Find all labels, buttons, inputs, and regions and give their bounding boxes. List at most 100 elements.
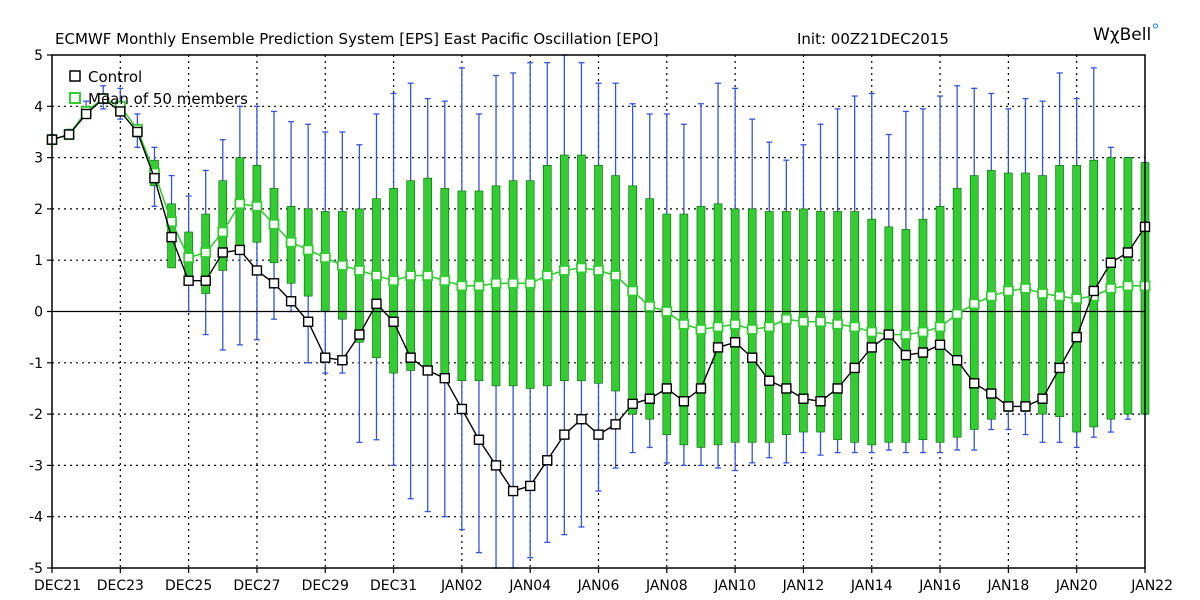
x-tick-label: JAN02 (440, 578, 483, 594)
mean-marker (661, 306, 673, 317)
mean-marker (302, 244, 314, 256)
mean-marker (1037, 288, 1048, 299)
legend-control-label: Control (88, 68, 142, 86)
x-tick-label: JAN06 (577, 578, 620, 594)
mean-marker (336, 259, 348, 271)
control-marker (80, 108, 92, 120)
mean-marker (234, 198, 246, 210)
control-marker (576, 414, 587, 425)
mean-marker (183, 252, 195, 264)
mean-marker (678, 318, 690, 330)
x-axis-ticks: DEC21 DEC23 DEC25 DEC27 DEC29 DEC31 JAN02 JAN04… (34, 568, 1173, 594)
mean-marker (456, 280, 468, 292)
control-marker (747, 352, 758, 363)
control-marker (115, 106, 126, 117)
x-tick-label: JAN04 (508, 578, 551, 594)
mean-marker (319, 252, 331, 264)
mean-marker (951, 308, 963, 320)
legend-control-marker (69, 70, 81, 82)
control-marker (507, 485, 519, 497)
ensemble-box (611, 175, 620, 392)
control-marker (1037, 393, 1048, 404)
control-marker (439, 372, 450, 384)
mean-marker (1071, 293, 1083, 305)
control-marker (815, 396, 826, 407)
mean-marker (268, 218, 280, 230)
control-marker (986, 388, 997, 399)
x-tick-label: DEC29 (302, 578, 349, 594)
mean-marker (405, 270, 417, 281)
mean-marker (217, 226, 229, 238)
control-marker (337, 355, 348, 366)
control-marker (593, 429, 604, 440)
mean-marker (354, 265, 365, 276)
mean-marker (1002, 285, 1014, 297)
control-marker (917, 347, 929, 358)
legend-mean-label: Mean of 50 members (88, 90, 248, 108)
control-marker (781, 383, 792, 394)
control-marker (524, 480, 536, 492)
y-tick-label: -3 (29, 458, 43, 474)
control-marker (559, 429, 570, 440)
plot-frame (51, 54, 1146, 569)
x-tick-label: JAN16 (918, 578, 961, 594)
x-tick-label: JAN08 (645, 578, 688, 594)
control-marker (883, 329, 895, 340)
x-tick-label: DEC25 (165, 578, 212, 594)
control-marker (490, 460, 502, 471)
mean-marker (849, 321, 861, 333)
control-marker (1054, 362, 1065, 374)
x-tick-label: DEC31 (370, 578, 417, 594)
control-marker (63, 129, 75, 140)
mean-marker (200, 247, 212, 258)
mean-marker (729, 318, 741, 330)
mean-marker (900, 329, 912, 340)
y-tick-label: -4 (29, 510, 43, 526)
control-marker (268, 278, 280, 289)
mean-marker (1020, 283, 1031, 294)
x-tick-label: DEC27 (233, 578, 280, 594)
x-tick-label: JAN18 (987, 578, 1030, 594)
mean-marker (490, 277, 502, 289)
legend-mean-marker (69, 92, 81, 104)
control-marker (354, 329, 365, 340)
x-tick-label: DEC21 (34, 578, 81, 594)
mean-marker (422, 270, 434, 281)
mean-marker (558, 265, 570, 276)
wxbell-logo: WχBell° (1093, 21, 1160, 45)
control-marker (900, 349, 912, 361)
control-marker (405, 352, 416, 363)
control-marker (866, 342, 877, 353)
mean-marker (371, 270, 382, 281)
mean-marker (1105, 283, 1117, 294)
control-marker (285, 296, 297, 307)
control-marker (764, 375, 775, 386)
mean-marker (473, 280, 485, 292)
y-tick-label: -2 (29, 407, 43, 423)
control-marker (1122, 247, 1134, 258)
mean-marker (610, 270, 621, 281)
control-marker (951, 355, 963, 366)
mean-marker (695, 324, 707, 335)
mean-marker (251, 200, 263, 212)
mean-marker (934, 321, 946, 333)
control-marker (627, 398, 638, 410)
mean-marker (746, 324, 758, 335)
x-tick-label: DEC23 (97, 578, 144, 594)
ensemble-box (662, 213, 672, 435)
control-marker (1088, 285, 1099, 297)
mean-marker (285, 236, 297, 248)
mean-marker (593, 265, 604, 276)
y-tick-label: 0 (34, 305, 43, 321)
mean-marker (541, 270, 553, 281)
control-marker (661, 383, 673, 394)
mean-marker (815, 316, 826, 328)
ensemble-box (628, 185, 637, 415)
x-tick-label: JAN12 (782, 578, 825, 594)
control-marker (542, 455, 553, 466)
control-marker (388, 316, 399, 327)
mean-marker (968, 298, 980, 310)
x-tick-label: JAN14 (850, 578, 893, 594)
control-marker (132, 126, 143, 138)
y-tick-label: 5 (34, 48, 43, 64)
